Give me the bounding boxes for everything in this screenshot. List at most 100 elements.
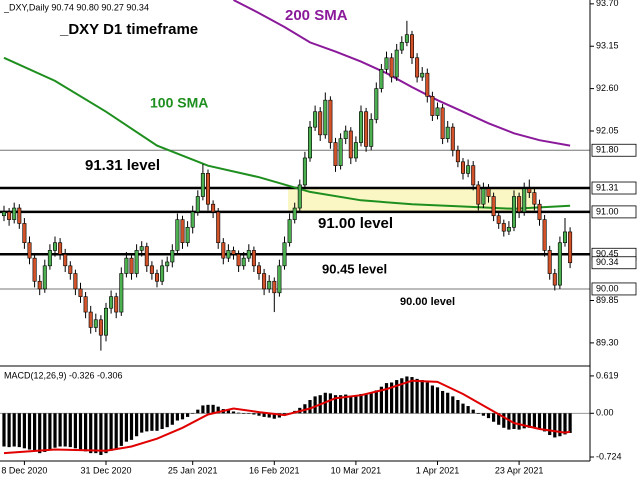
level-label-box (591, 256, 637, 270)
x-tick-label: 31 Dec 2020 (80, 465, 131, 475)
macd-bar (99, 413, 103, 455)
macd-bar (512, 413, 516, 429)
macd-bar (379, 386, 383, 414)
macd-bar (384, 383, 389, 414)
candle-body (12, 207, 17, 220)
macd-bar (160, 413, 164, 429)
candle-body (42, 265, 47, 290)
macd-bar (114, 413, 118, 450)
candle-body (216, 211, 221, 244)
macd-bar (186, 413, 190, 417)
macd-bar (339, 395, 343, 414)
macd-bar (308, 400, 312, 414)
macd-bar (33, 413, 37, 452)
annotation: 91.31 level (85, 157, 160, 174)
candle-body (78, 288, 83, 297)
macd-bar (12, 413, 16, 447)
candle-body (491, 196, 496, 217)
macd-bar (78, 413, 83, 450)
candle-body (160, 265, 165, 282)
level-label: 91.80 (596, 145, 619, 155)
macd-bar (252, 413, 256, 415)
candle-body (343, 130, 348, 139)
x-tick-label: 25 Jan 2021 (168, 465, 218, 475)
macd-bar (73, 413, 77, 449)
candle-body (399, 42, 404, 51)
macd-bar (446, 392, 450, 414)
macd-bar (119, 413, 123, 446)
macd-bar (344, 394, 348, 414)
annotation: 200 SMA (285, 7, 348, 24)
candle-body (384, 57, 389, 70)
annotation: 90.00 level (400, 296, 455, 308)
macd-bar (328, 393, 332, 414)
macd-bar (390, 382, 394, 414)
macd-bar (492, 413, 496, 422)
macd-bar (135, 413, 139, 437)
macd-bar (257, 413, 261, 416)
y-tick-label: 0.00 (596, 408, 614, 418)
candle-body (22, 223, 27, 244)
candle-body (47, 250, 52, 267)
macd-bar (548, 413, 552, 436)
candle-body (195, 196, 200, 213)
candle-body (109, 296, 114, 309)
candle-body (374, 88, 379, 120)
candle-body (155, 273, 160, 282)
candle-body (236, 253, 241, 267)
macd-bar (354, 395, 358, 414)
macd-bar (180, 413, 185, 420)
macd-bar (237, 412, 241, 414)
candle-body (323, 99, 328, 136)
y-tick-label: 89.30 (596, 337, 619, 347)
candle-body (328, 99, 333, 143)
macd-bar (63, 413, 67, 447)
candle-body (445, 126, 450, 139)
macd-bar (563, 413, 567, 435)
level-label-box (591, 143, 637, 157)
candle-body (517, 196, 522, 213)
candle-body (104, 307, 109, 336)
level-label-box (591, 181, 637, 195)
candle-body (200, 173, 205, 197)
macd-bar (84, 413, 88, 452)
macd-bar (272, 413, 276, 419)
candle-body (435, 107, 440, 116)
macd-bar (206, 404, 210, 414)
candle-body (318, 111, 323, 136)
candle-body (241, 257, 246, 267)
level-label: 90.00 (596, 283, 619, 293)
macd-bar (196, 409, 200, 414)
macd-bar (456, 400, 460, 414)
candle-body (129, 257, 134, 274)
candle-body (267, 280, 272, 290)
candle-body (63, 253, 68, 267)
candle-body (206, 173, 211, 205)
annotation: 90.45 level (322, 261, 387, 276)
macd-bar (435, 387, 440, 414)
candle-body (496, 215, 501, 224)
y-tick-label: 92.60 (596, 83, 619, 93)
annotation: 100 SMA (150, 95, 208, 111)
candle-body (52, 242, 57, 251)
macd-bar (155, 413, 159, 431)
candle-body (17, 207, 22, 224)
candle-body (394, 49, 399, 78)
macd-bar (129, 413, 134, 440)
macd-bar (430, 385, 434, 414)
macd-title: MACD(12,26,9) -0.326 -0.306 (4, 370, 123, 380)
candle-body (481, 188, 486, 205)
macd-bar (313, 396, 317, 414)
y-tick-label: 89.85 (596, 295, 619, 305)
x-tick-label: 8 Dec 2020 (1, 465, 47, 475)
candle-body (460, 161, 465, 174)
macd-bar (216, 406, 220, 414)
macd-bar (420, 380, 424, 414)
candle-body (404, 34, 409, 43)
candle-body (568, 231, 573, 264)
macd-bar (27, 413, 32, 450)
candle-body (282, 242, 287, 267)
macd-bar (364, 394, 368, 414)
macd-bar (537, 413, 542, 429)
candle-body (415, 57, 420, 78)
